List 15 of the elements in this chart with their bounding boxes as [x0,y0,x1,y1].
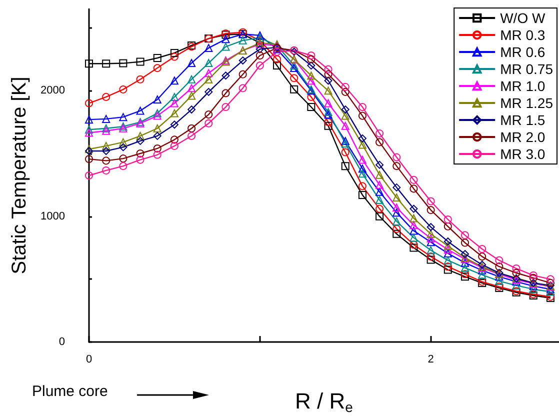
x-tick-label: 2 [428,354,434,366]
legend-label: MR 1.0 [500,78,546,94]
legend-label: MR 3.0 [500,146,546,162]
legend-label: W/O W [500,10,546,26]
legend-label: MR 2.0 [500,129,546,145]
y-tick-label: 2000 [40,84,65,97]
legend-label: MR 1.5 [500,112,546,128]
y-axis-title: Static Temperature [K] [8,76,31,274]
y-tick-label: 1000 [40,210,65,222]
legend-label: MR 0.6 [500,44,546,60]
legend-label: MR 0.75 [500,61,554,77]
y-tick-label: 0 [58,336,65,348]
legend-label: MR 1.25 [500,95,554,111]
text: Plume core [32,383,108,400]
legend-label: MR 0.3 [500,27,546,43]
